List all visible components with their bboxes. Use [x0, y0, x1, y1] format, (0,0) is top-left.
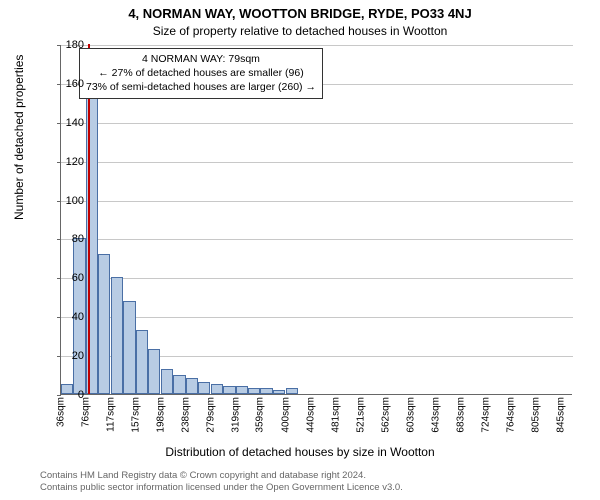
chart-container: 4, NORMAN WAY, WOOTTON BRIDGE, RYDE, PO3…	[0, 0, 600, 500]
histogram-bar	[136, 330, 148, 394]
footer-attribution: Contains HM Land Registry data © Crown c…	[40, 470, 590, 494]
xtick-label: 117sqm	[106, 397, 117, 432]
page-title: 4, NORMAN WAY, WOOTTON BRIDGE, RYDE, PO3…	[0, 6, 600, 21]
xtick-label: 845sqm	[555, 397, 566, 433]
xtick-label: 157sqm	[130, 397, 141, 433]
footer-line2: Contains public sector information licen…	[40, 482, 590, 494]
ytick-label: 100	[44, 195, 84, 207]
gridline	[61, 45, 573, 46]
footer-line1: Contains HM Land Registry data © Crown c…	[40, 470, 590, 482]
histogram-bar	[236, 386, 248, 394]
ytick-label: 80	[44, 233, 84, 245]
xtick-label: 279sqm	[206, 397, 217, 433]
ytick-label: 120	[44, 156, 84, 168]
xtick-label: 481sqm	[330, 397, 341, 433]
gridline	[61, 162, 573, 163]
annotation-line: 4 NORMAN WAY: 79sqm	[86, 52, 316, 66]
x-axis-label: Distribution of detached houses by size …	[0, 445, 600, 459]
ytick-label: 40	[44, 311, 84, 323]
histogram-bar	[273, 390, 285, 394]
ytick-label: 60	[44, 272, 84, 284]
histogram-bar	[186, 378, 198, 394]
xtick-label: 764sqm	[505, 397, 516, 433]
histogram-bar	[98, 254, 110, 394]
xtick-label: 198sqm	[156, 397, 167, 433]
xtick-label: 521sqm	[355, 397, 366, 433]
annotation-line: 73% of semi-detached houses are larger (…	[86, 80, 316, 94]
xtick-label: 683sqm	[455, 397, 466, 433]
xtick-label: 238sqm	[180, 397, 191, 433]
annotation-line: ← 27% of detached houses are smaller (96…	[86, 66, 316, 80]
ytick-label: 20	[44, 350, 84, 362]
gridline	[61, 123, 573, 124]
histogram-bar	[286, 388, 298, 394]
xtick-label: 76sqm	[80, 397, 91, 427]
histogram-bar	[260, 388, 272, 394]
gridline	[61, 278, 573, 279]
xtick-label: 562sqm	[380, 397, 391, 433]
xtick-label: 805sqm	[530, 397, 541, 433]
histogram-bar	[123, 301, 135, 394]
annotation-box: 4 NORMAN WAY: 79sqm← 27% of detached hou…	[79, 48, 323, 99]
ytick-label: 0	[44, 389, 84, 401]
xtick-label: 643sqm	[430, 397, 441, 433]
histogram-bar	[198, 382, 210, 394]
histogram-bar	[111, 277, 123, 394]
ytick-label: 140	[44, 117, 84, 129]
xtick-label: 359sqm	[255, 397, 266, 433]
xtick-label: 603sqm	[406, 397, 417, 433]
plot-region: 4 NORMAN WAY: 79sqm← 27% of detached hou…	[60, 45, 572, 395]
histogram-bar	[161, 369, 173, 394]
ytick-label: 180	[44, 39, 84, 51]
xtick-label: 724sqm	[480, 397, 491, 433]
xtick-label: 400sqm	[280, 397, 291, 433]
histogram-bar	[223, 386, 235, 394]
xtick-label: 319sqm	[230, 397, 241, 433]
y-axis-label: Number of detached properties	[12, 55, 26, 220]
ytick-label: 160	[44, 78, 84, 90]
histogram-bar	[211, 384, 223, 394]
histogram-bar	[248, 388, 260, 394]
histogram-bar	[173, 375, 185, 394]
gridline	[61, 201, 573, 202]
gridline	[61, 317, 573, 318]
xtick-label: 440sqm	[305, 397, 316, 433]
gridline	[61, 239, 573, 240]
chart-area: 4 NORMAN WAY: 79sqm← 27% of detached hou…	[60, 45, 572, 395]
page-subtitle: Size of property relative to detached ho…	[0, 24, 600, 38]
xtick-label: 36sqm	[56, 397, 67, 427]
histogram-bar	[148, 349, 160, 394]
